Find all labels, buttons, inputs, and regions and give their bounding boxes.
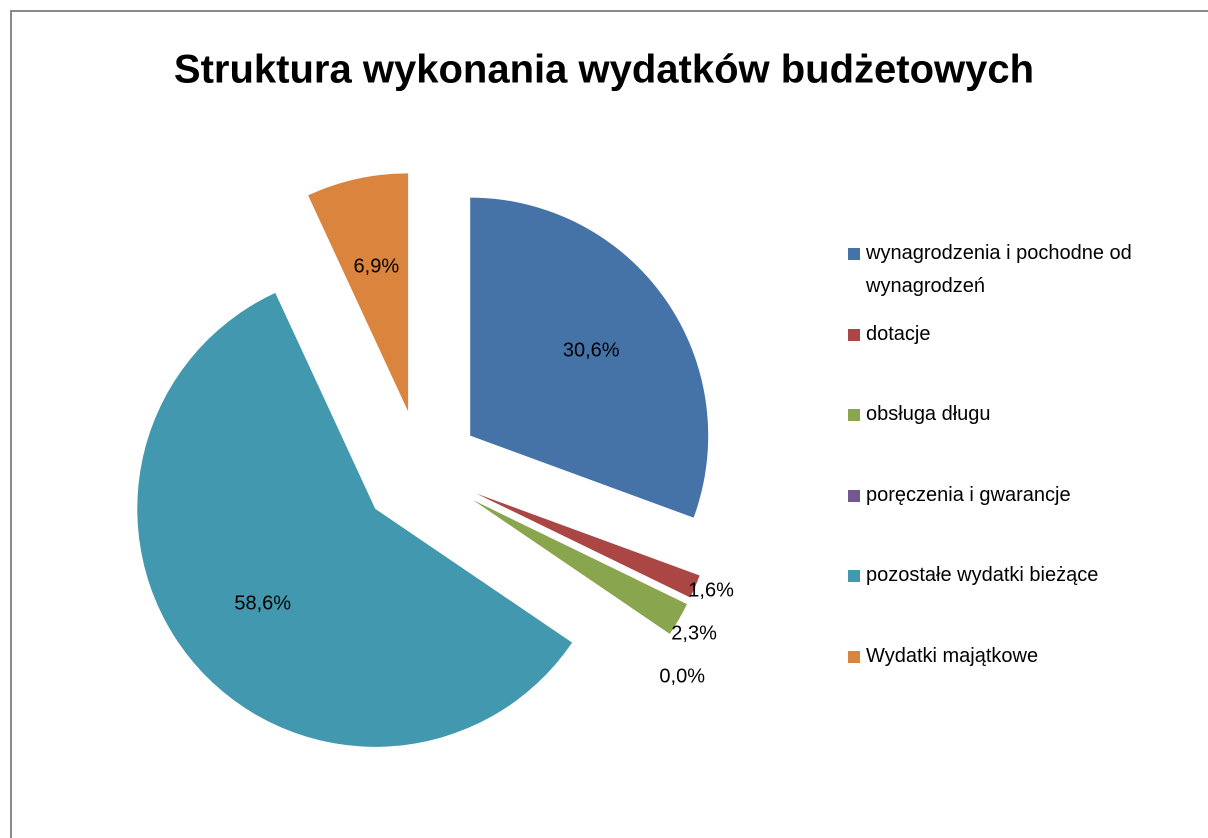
legend-swatch — [848, 489, 860, 502]
pie-slice — [470, 197, 709, 518]
legend-swatch — [848, 570, 860, 582]
pie-slice — [472, 500, 687, 634]
pie-slice — [137, 292, 573, 747]
legend-item: pozostałe wydatki bieżące — [848, 559, 1198, 592]
legend-label: pozostałe wydatki bieżące — [866, 564, 1099, 586]
legend-swatch — [848, 409, 860, 421]
legend-swatch — [848, 248, 860, 260]
legend-label: wynagrodzenia i pochodne od wynagrodzeń — [866, 242, 1132, 297]
chart-title: Struktura wykonania wydatków budżetowych — [174, 48, 1034, 92]
legend-label: poręczenia i gwarancje — [866, 483, 1071, 506]
data-label: 58,6% — [234, 593, 291, 615]
legend-label: dotacje — [866, 322, 931, 345]
legend-item: Wydatki majątkowe — [848, 640, 1198, 673]
legend-swatch — [848, 650, 860, 663]
data-label: 6,9% — [354, 256, 400, 278]
legend-swatch — [848, 328, 860, 341]
data-label: 2,3% — [671, 623, 717, 645]
data-label: 0,0% — [659, 666, 705, 688]
legend-label: Wydatki majątkowe — [866, 644, 1039, 667]
legend-item: poręczenia i gwarancje — [848, 479, 1198, 512]
data-label: 1,6% — [688, 580, 734, 602]
data-label: 30,6% — [563, 339, 620, 361]
pie-slice — [308, 173, 409, 412]
pie-slice — [476, 493, 700, 598]
pie-slice — [470, 503, 668, 638]
legend-item: wynagrodzenia i pochodne od wynagrodzeń — [848, 237, 1198, 303]
legend-item: obsługa długu — [848, 398, 1198, 431]
legend-label: obsługa długu — [866, 403, 991, 425]
legend-item: dotacje — [848, 318, 1198, 351]
chart-frame — [10, 10, 1208, 838]
